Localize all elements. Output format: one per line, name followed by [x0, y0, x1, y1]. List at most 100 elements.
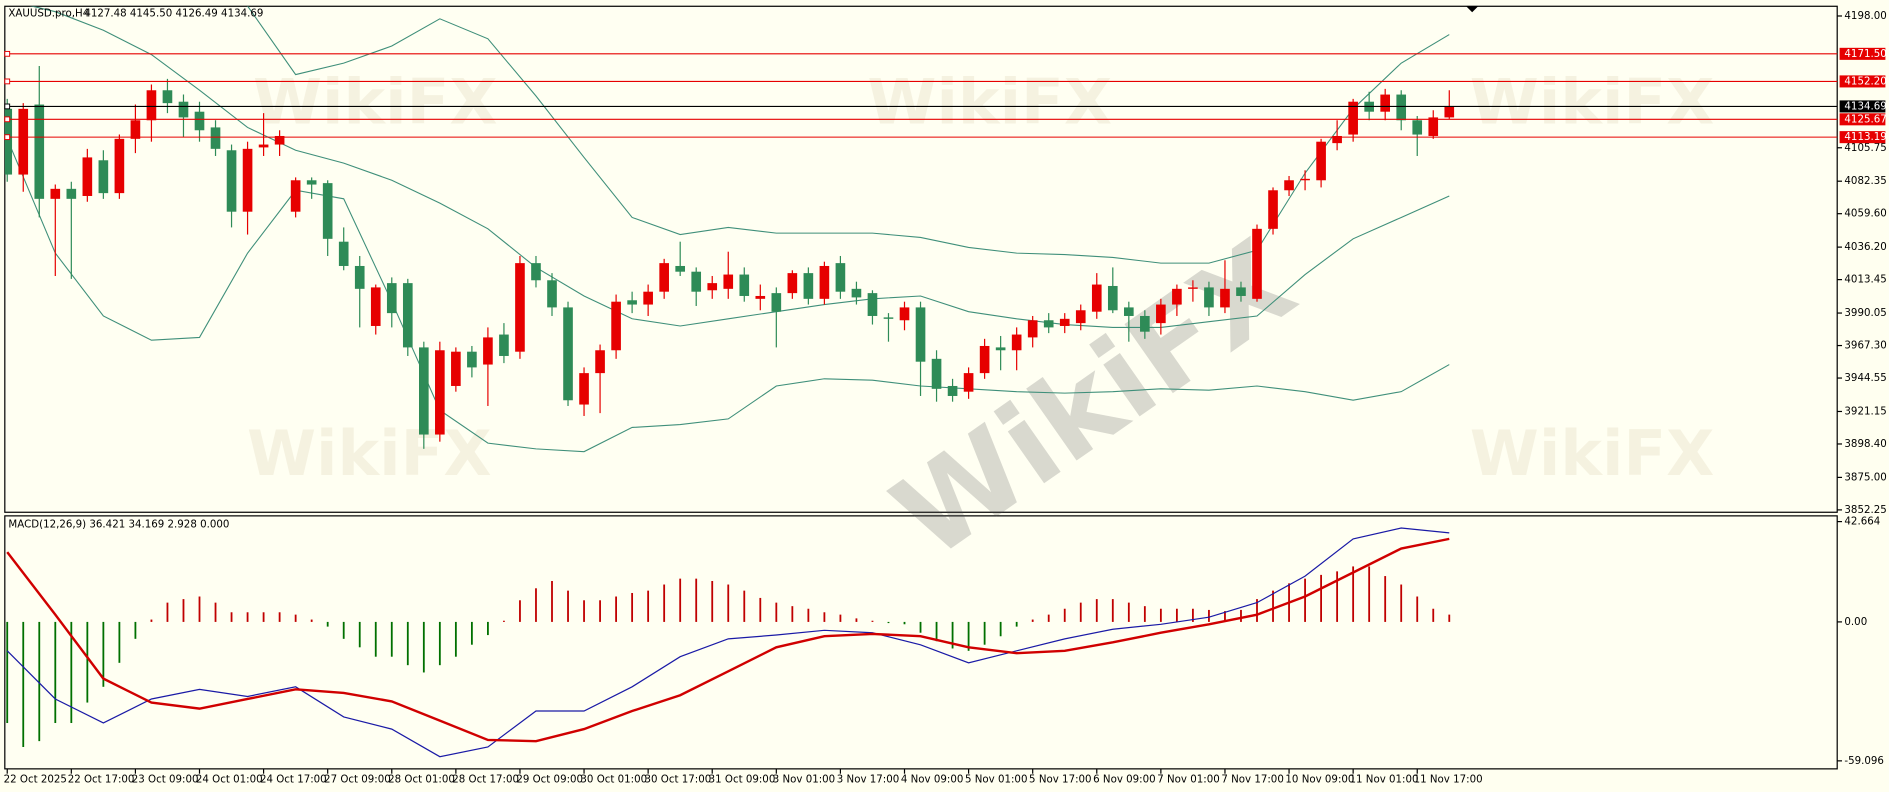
candle-body — [1011, 334, 1022, 351]
candle-body — [547, 280, 557, 308]
macd-histogram-bar — [1143, 606, 1146, 622]
level-tag — [1839, 131, 1886, 144]
main-pane — [4, 5, 1838, 513]
x-tick-label: 11 Nov 17:00 — [1414, 774, 1483, 786]
x-tick-label: 28 Oct 17:00 — [452, 774, 519, 786]
candle-body — [338, 241, 349, 266]
ohlc-readout: 4127.48 4145.50 4126.49 4134.69 — [84, 8, 263, 20]
candle-body — [242, 148, 253, 212]
macd-histogram-bar — [1208, 609, 1210, 622]
candle-body — [739, 274, 750, 296]
shift-marker — [1466, 6, 1479, 13]
candle-body — [835, 263, 846, 292]
candle-body — [787, 273, 798, 294]
macd-histogram-bar — [1111, 599, 1114, 622]
candle-body — [322, 183, 333, 239]
y-tick-label: 4082.35 — [1844, 175, 1886, 187]
macd-histogram-bar — [326, 621, 329, 627]
macd-histogram-bar — [519, 600, 521, 622]
macd-histogram-bar — [294, 614, 297, 622]
x-tick-label: 27 Oct 09:00 — [324, 774, 391, 786]
candle-body — [563, 307, 573, 401]
macd-histogram-bar — [679, 578, 682, 622]
x-tick-label: 22 Oct 17:00 — [68, 774, 135, 786]
level-handle — [4, 134, 11, 141]
candle-body — [258, 144, 269, 148]
candle-body — [483, 337, 493, 365]
y-tick-label: 4105.75 — [1844, 142, 1886, 154]
candle-body — [1428, 117, 1439, 136]
macd-histogram-bar — [214, 602, 217, 622]
y-tick-label: 3898.40 — [1844, 438, 1886, 450]
macd-histogram-bar — [935, 621, 938, 642]
candle-body — [611, 301, 621, 351]
level-label: 4125.67 — [1844, 113, 1886, 125]
macd-histogram-bar — [1272, 590, 1274, 622]
candle-body — [1091, 284, 1102, 312]
candle-body — [1412, 120, 1423, 135]
y-tick-label: 3967.30 — [1844, 340, 1886, 352]
macd-histogram-bar — [727, 584, 730, 622]
candle-body — [451, 351, 461, 386]
candle-body — [1380, 94, 1391, 112]
candle-body — [979, 345, 990, 374]
macd-histogram-bar — [198, 596, 201, 622]
x-tick-label: 31 Oct 09:00 — [709, 774, 776, 786]
macd-histogram-bar — [1400, 584, 1403, 622]
candle-body — [707, 283, 718, 291]
candle-body — [883, 317, 894, 319]
macd-histogram-bar — [983, 621, 986, 645]
macd-histogram-bar — [503, 620, 505, 622]
chart-title: XAUUSD.pro,H4 — [8, 8, 89, 20]
y-tick-label: 3852.25 — [1844, 504, 1886, 516]
macd-histogram-bar — [54, 621, 57, 724]
macd-histogram-bar — [695, 578, 698, 622]
macd-signal — [6, 537, 1450, 743]
macd-tick-label: 42.664 — [1844, 516, 1880, 528]
macd-histogram-bar — [278, 612, 281, 622]
macd-histogram-bar — [1256, 599, 1258, 622]
macd-histogram-bar — [150, 619, 153, 622]
macd-histogram-bar — [807, 608, 810, 622]
macd-histogram-bar — [134, 621, 137, 639]
macd-histogram-bar — [1224, 611, 1226, 622]
x-tick-label: 30 Oct 17:00 — [645, 774, 712, 786]
level-tag — [1839, 113, 1886, 126]
macd-histogram-bar — [487, 621, 489, 636]
candle-body — [419, 347, 429, 435]
y-tick-label: 4059.60 — [1844, 208, 1886, 220]
x-tick-label: 7 Nov 01:00 — [1157, 774, 1220, 786]
candle-body — [194, 111, 205, 131]
macd-histogram-bar — [182, 599, 185, 622]
candle-body — [1043, 320, 1054, 328]
x-tick-label: 10 Nov 09:00 — [1285, 774, 1354, 786]
macd-histogram-bar — [871, 620, 874, 622]
level-tag — [1839, 47, 1886, 60]
candle-body — [402, 283, 413, 348]
candle-body — [915, 307, 926, 362]
candle-body — [819, 265, 830, 299]
macd-histogram-bar — [1095, 599, 1098, 622]
candle-body — [178, 101, 189, 118]
candle-body — [1140, 315, 1150, 332]
main-plot — [4, 6, 1455, 453]
macd-pane — [4, 515, 1838, 770]
macd-histogram-bar — [855, 618, 858, 622]
watermark: WikiFX — [247, 417, 492, 490]
macd-histogram-bar — [6, 621, 9, 724]
macd-histogram-bar — [775, 602, 778, 622]
macd-histogram-bar — [663, 584, 666, 622]
band-middle — [30, 6, 1450, 328]
candle-body — [851, 288, 862, 298]
level-label: 4152.20 — [1844, 75, 1886, 87]
candle-body — [995, 347, 1006, 351]
macd-histogram-bar — [70, 621, 73, 724]
candle-body — [130, 120, 141, 139]
level-label: 4171.50 — [1844, 48, 1886, 60]
macd-histogram-bar — [166, 602, 169, 622]
macd-histogram-bar — [535, 588, 537, 622]
candle-body — [66, 188, 77, 199]
candle-body — [499, 334, 509, 356]
level-handle — [4, 78, 11, 85]
